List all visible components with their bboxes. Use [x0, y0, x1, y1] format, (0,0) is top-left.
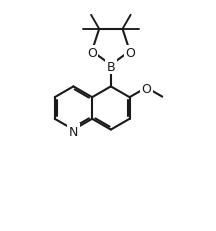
Text: O: O	[125, 47, 135, 60]
Text: B: B	[106, 61, 115, 73]
Text: N: N	[69, 125, 78, 138]
Text: O: O	[87, 47, 97, 60]
Text: O: O	[141, 83, 151, 96]
Text: B: B	[106, 61, 115, 73]
